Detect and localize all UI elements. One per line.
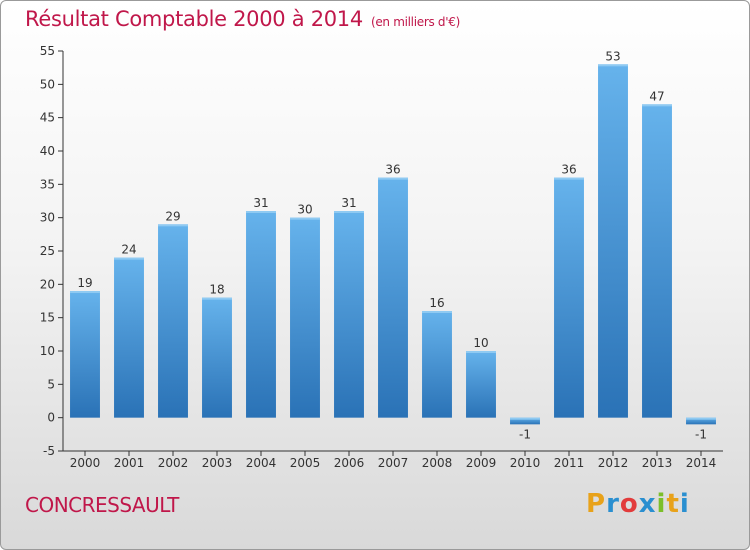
data-label: 19 [77, 276, 92, 290]
x-tick-label: 2011 [554, 456, 585, 470]
x-tick-label: 2000 [70, 456, 101, 470]
bar-highlight [554, 177, 584, 180]
x-tick-label: 2012 [598, 456, 629, 470]
data-label: 24 [121, 243, 136, 257]
x-tick-label: 2013 [642, 456, 673, 470]
data-labels: 19 24 29 18 31 30 31 36 16 10 -1 36 53 47 -1 [77, 49, 707, 441]
y-tick-label: 45 [40, 111, 55, 125]
bar [554, 177, 584, 418]
chart-subtitle: (en milliers d'€) [370, 15, 460, 29]
y-tick-label: 35 [40, 177, 55, 191]
y-tick-label: 20 [40, 277, 55, 291]
bar [686, 417, 716, 425]
bar [158, 224, 188, 418]
x-tick-label: 2007 [378, 456, 409, 470]
data-label: 31 [253, 196, 268, 210]
data-label: 29 [165, 209, 180, 223]
bar-highlight [334, 211, 364, 213]
data-label: -1 [695, 427, 707, 441]
bar [422, 311, 452, 418]
data-label: -1 [519, 427, 531, 441]
logo-letter: t [666, 489, 680, 519]
bar-highlight [510, 417, 540, 420]
y-tick-label: 15 [40, 311, 55, 325]
logo-letter: i [656, 489, 667, 519]
y-tick-label: 5 [47, 377, 55, 391]
x-tick-label: 2009 [466, 456, 497, 470]
logo-letter: x [638, 489, 657, 519]
bar-highlight [378, 177, 408, 180]
chart-title-text: Résultat Comptable 2000 à 2014 [25, 7, 363, 31]
bar [202, 297, 232, 418]
x-tick-label: 2006 [334, 456, 365, 470]
bar [334, 211, 364, 418]
data-label: 36 [561, 163, 576, 177]
bar [598, 64, 628, 418]
x-tick-label: 2001 [114, 456, 145, 470]
bar [114, 257, 144, 418]
bar-highlight [114, 257, 144, 260]
y-tick-label: 40 [40, 144, 55, 158]
logo-letter: i [679, 489, 690, 519]
y-tick-label: 0 [47, 411, 55, 425]
bar [290, 217, 320, 418]
x-tick-label: 2003 [202, 456, 233, 470]
x-tick-label: 2014 [686, 456, 717, 470]
logo-letter: o [619, 489, 639, 519]
bar-highlight [290, 217, 320, 220]
x-tick-label: 2005 [290, 456, 321, 470]
logo-letter: r [606, 489, 620, 519]
axes: -5 0 5 10 15 20 25 30 35 40 45 50 55 2000 2001 2002 2003… [40, 44, 723, 470]
bar [246, 211, 276, 418]
y-tick-label: 30 [40, 211, 55, 225]
bar [642, 104, 672, 418]
x-tick-label: 2004 [246, 456, 277, 470]
place-name: CONCRESSAULT [25, 493, 179, 517]
data-label: 30 [297, 203, 312, 217]
bar-highlight [642, 104, 672, 107]
bar-highlight [246, 211, 276, 213]
proxiti-logo: Proxiti [586, 489, 690, 519]
y-tick-label: 50 [40, 77, 55, 91]
bar-highlight [70, 291, 100, 293]
bar [378, 177, 408, 418]
bar-highlight [598, 64, 628, 67]
data-label: 18 [209, 283, 224, 297]
data-label: 47 [649, 89, 664, 103]
bar-highlight [158, 224, 188, 227]
chart-title: Résultat Comptable 2000 à 2014 (en millie… [25, 7, 460, 31]
bars [70, 64, 716, 425]
bar-highlight [202, 297, 232, 300]
x-tick-label: 2010 [510, 456, 541, 470]
logo-letter: P [586, 489, 607, 519]
bar [510, 417, 540, 425]
data-label: 36 [385, 163, 400, 177]
bar-highlight [686, 417, 716, 420]
data-label: 31 [341, 196, 356, 210]
data-label: 10 [473, 336, 488, 350]
bar-highlight [422, 311, 452, 313]
data-label: 53 [605, 49, 620, 63]
x-tick-label: 2002 [158, 456, 189, 470]
y-tick-label: 10 [40, 344, 55, 358]
x-tick-label: 2008 [422, 456, 453, 470]
bar [466, 351, 496, 418]
y-tick-label: 25 [40, 244, 55, 258]
bar-highlight [466, 351, 496, 353]
data-label: 16 [429, 296, 444, 310]
y-tick-label: 55 [40, 44, 55, 58]
bar [70, 291, 100, 418]
y-tick-label: -5 [43, 444, 55, 458]
